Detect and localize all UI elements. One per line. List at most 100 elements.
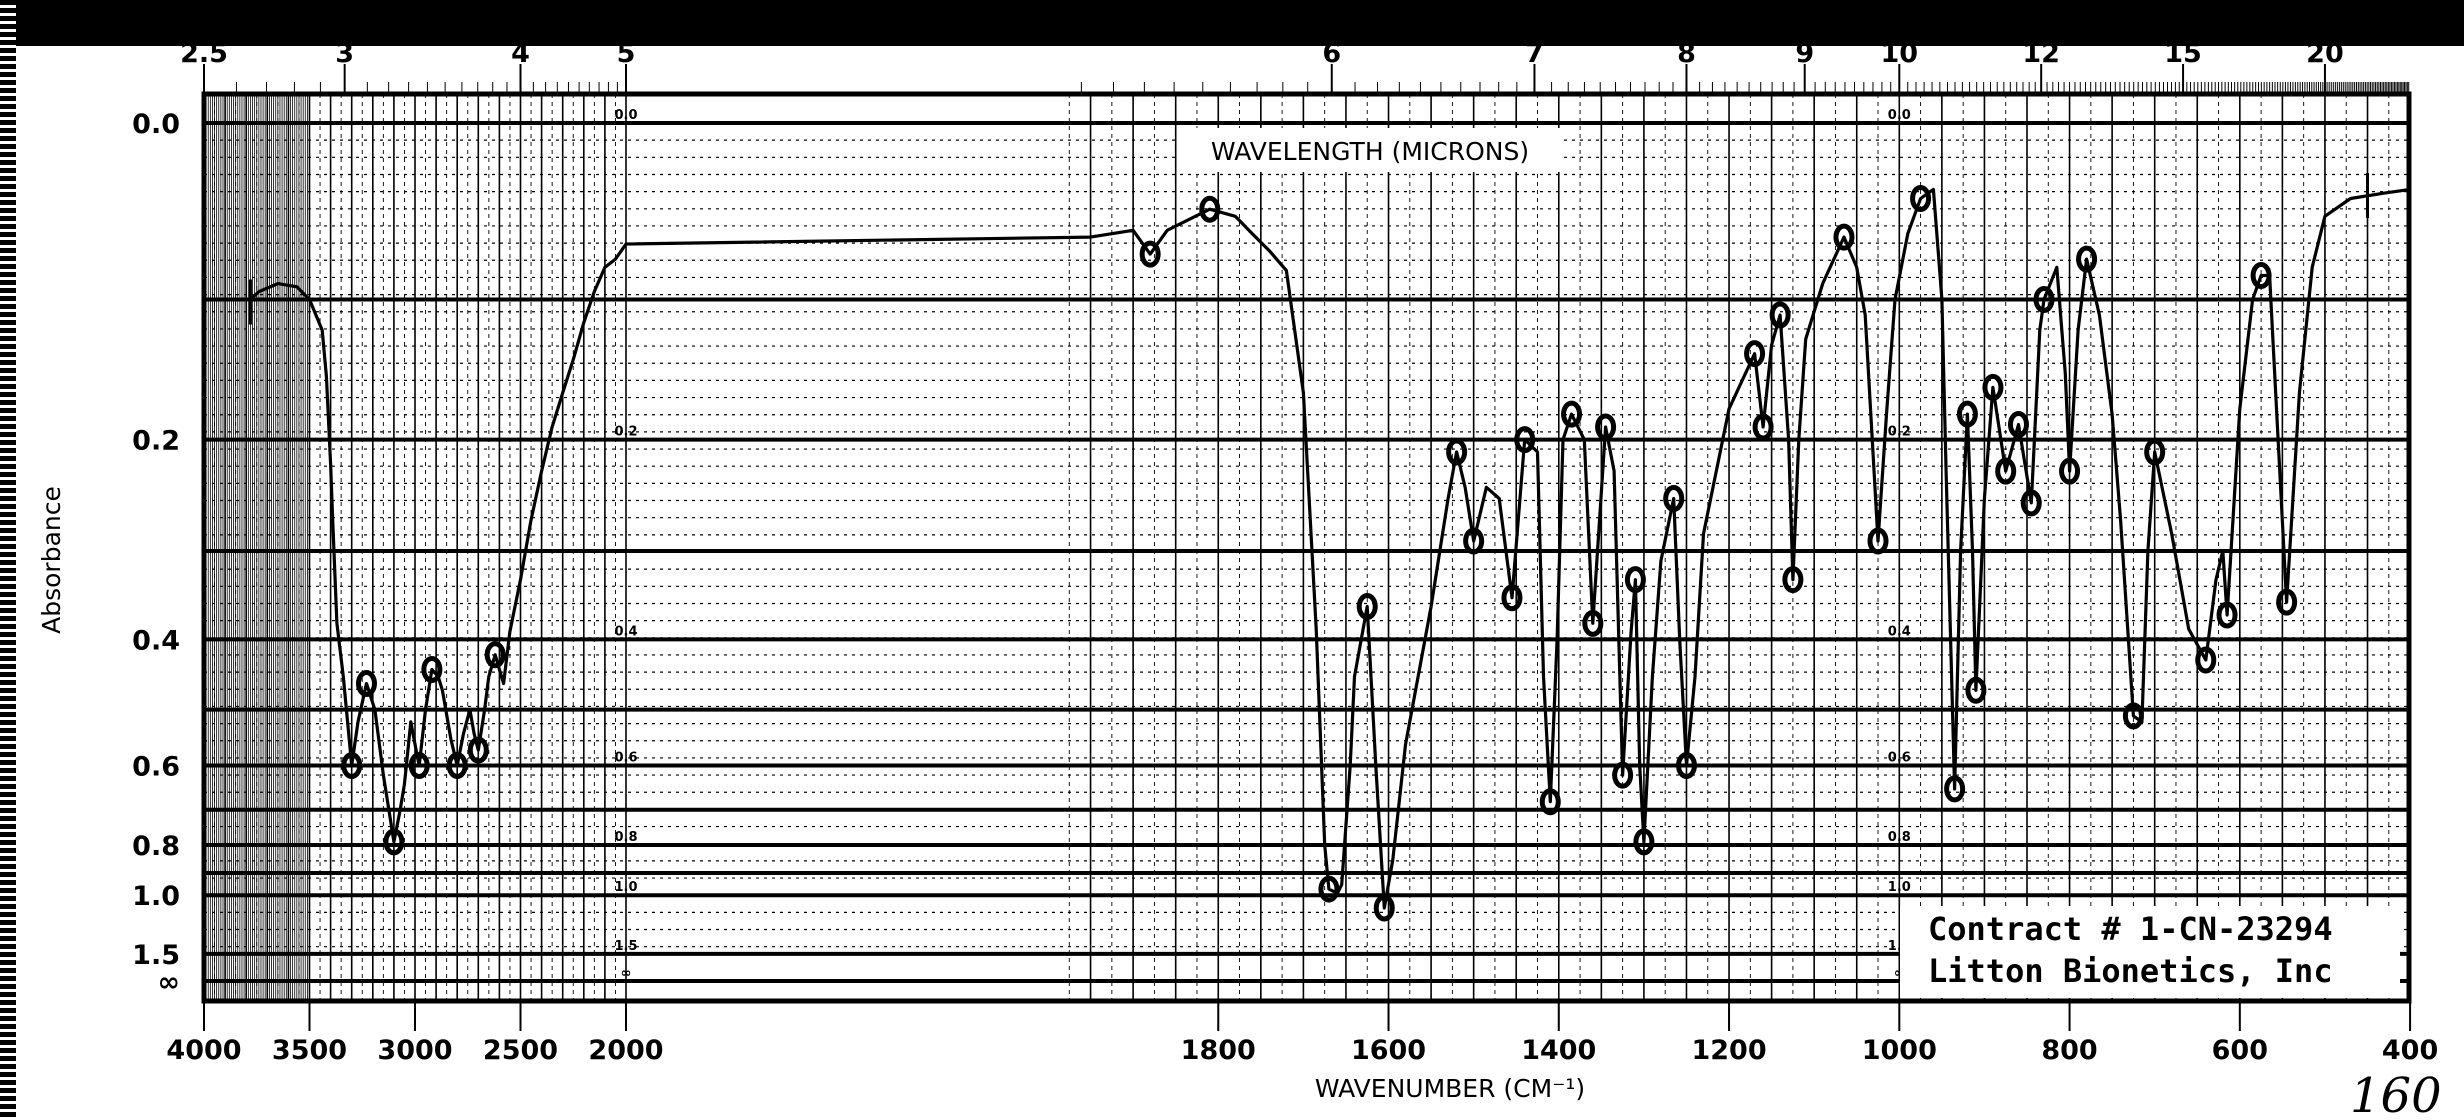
x-axis-title: WAVENUMBER (CM⁻¹) xyxy=(1315,1074,1585,1103)
x-tick-label: 1000 xyxy=(1862,1035,1937,1066)
top-black-border xyxy=(0,0,2464,46)
peak-marker xyxy=(1199,195,1221,223)
peak-marker xyxy=(1139,240,1161,268)
inner-scale-label: 0.2 xyxy=(614,425,637,440)
x2-tick-label: 10 xyxy=(1881,38,1919,69)
company-stamp: Litton Bionetics, Inc xyxy=(1928,952,2333,990)
peak-marker xyxy=(355,669,377,697)
peak-marker xyxy=(383,828,405,856)
peak-marker xyxy=(2020,489,2042,517)
peak-marker xyxy=(1910,184,1932,212)
peak-marker xyxy=(1514,426,1536,454)
handwritten-number: 160 xyxy=(2350,1068,2442,1120)
x2-tick-label: 15 xyxy=(2164,38,2202,69)
peak-marker xyxy=(2216,601,2238,629)
x2-tick-label: 12 xyxy=(2022,38,2060,69)
series xyxy=(238,173,2411,910)
x2-title-bg xyxy=(1180,128,1560,172)
axes xyxy=(201,64,2412,1031)
peak-marker xyxy=(1633,828,1655,856)
x-tick-label: 1800 xyxy=(1181,1035,1256,1066)
peak-marker xyxy=(1501,584,1523,612)
peak-marker xyxy=(484,641,506,669)
spectrum-line xyxy=(249,187,2411,910)
peak-marker xyxy=(2276,588,2298,616)
inner-scale-label: 0.4 xyxy=(614,624,637,639)
x-tick-label: 1200 xyxy=(1691,1035,1766,1066)
x2-tick-label: 7 xyxy=(1525,38,1544,69)
peak-marker xyxy=(1833,223,1855,251)
x2-tick-label: 20 xyxy=(2306,38,2344,69)
inner-scale-label: 0.0 xyxy=(614,108,637,123)
peak-marker xyxy=(1612,761,1634,789)
x-tick-label: 1600 xyxy=(1351,1035,1426,1066)
peak-marker xyxy=(2033,285,2055,313)
peak-marker xyxy=(1982,373,2004,401)
x-tick-label: 4000 xyxy=(166,1035,241,1066)
y-tick-label: ∞ xyxy=(158,967,181,998)
grid xyxy=(203,94,2411,1001)
peak-marker xyxy=(1752,413,1774,441)
peak-marker xyxy=(446,751,468,779)
peak-marker xyxy=(467,736,489,764)
film-edge-border xyxy=(0,0,16,1120)
inner-scale-label: 0.4 xyxy=(1888,624,1911,639)
y-axis-title: Absorbance xyxy=(37,486,66,634)
peak-marker xyxy=(1956,400,1978,428)
peak-marker xyxy=(341,751,363,779)
x2-tick-label: 4 xyxy=(511,38,530,69)
inner-scale-label: 0.8 xyxy=(614,830,637,845)
peak-marker xyxy=(1675,751,1697,779)
y-tick-label: 1.5 xyxy=(132,940,180,971)
x-tick-label: 800 xyxy=(2041,1035,2097,1066)
inner-scale-label: 0.8 xyxy=(1888,830,1911,845)
inner-scale-label: 1.0 xyxy=(614,880,637,895)
peak-marker xyxy=(408,751,430,779)
tick-labels: 4000 3500 3000 2500 2000 1800 1600 1400 1200 1000… xyxy=(132,38,2438,1066)
x2-tick-label: 2.5 xyxy=(180,38,228,69)
inner-scale-label: ∞ xyxy=(1894,966,1905,981)
y-tick-label: 0.0 xyxy=(132,109,180,140)
peak-marker xyxy=(1446,438,1468,466)
peak-marker xyxy=(1356,592,1378,620)
x-tick-label: 3500 xyxy=(272,1035,347,1066)
x2-axis-title: WAVELENGTH (MICRONS) xyxy=(1211,137,1529,166)
peak-marker xyxy=(2007,410,2029,438)
peak-marker xyxy=(1318,875,1340,903)
peak-marker xyxy=(1995,457,2017,485)
plot-frame xyxy=(201,91,2412,1004)
peak-marker xyxy=(1965,676,1987,704)
peak-marker xyxy=(1595,413,1617,441)
y-tick-label: 0.4 xyxy=(132,625,180,656)
peak-marker xyxy=(2250,262,2272,290)
y-tick-label: 0.8 xyxy=(132,831,180,862)
x-tick-label: 2000 xyxy=(588,1035,663,1066)
peak-marker xyxy=(2059,457,2081,485)
inner-scale-label: 0.6 xyxy=(1888,750,1911,765)
y-tick-label: 1.0 xyxy=(132,881,180,912)
inner-scale-label: 0.0 xyxy=(1888,108,1911,123)
x2-tick-label: 9 xyxy=(1795,38,1814,69)
x-tick-label: 3000 xyxy=(377,1035,452,1066)
x-tick-label: 600 xyxy=(2212,1035,2268,1066)
peak-marker xyxy=(1867,527,1889,555)
x2-tick-label: 6 xyxy=(1322,38,1341,69)
inner-scale-label: 0.2 xyxy=(1888,425,1911,440)
peak-marker xyxy=(2195,646,2217,674)
peak-marker xyxy=(1373,894,1395,922)
x-tick-label: 400 xyxy=(2382,1035,2438,1066)
peak-marker xyxy=(1624,566,1646,594)
peak-marker xyxy=(2076,245,2098,273)
contract-stamp: Contract # 1-CN-23294 xyxy=(1928,910,2333,948)
inner-scale-label: ∞ xyxy=(621,966,632,981)
inner-scale-label: 1.5 xyxy=(614,939,637,954)
peak-marker xyxy=(2122,702,2144,730)
x2-tick-label: 3 xyxy=(335,38,354,69)
inner-scale-label: 0.6 xyxy=(614,750,637,765)
stamp-bg xyxy=(1900,906,2400,998)
peak-marker xyxy=(1463,527,1485,555)
y-tick-label: 0.2 xyxy=(132,426,180,457)
peak-marker xyxy=(1539,788,1561,816)
x-tick-label: 1400 xyxy=(1521,1035,1596,1066)
